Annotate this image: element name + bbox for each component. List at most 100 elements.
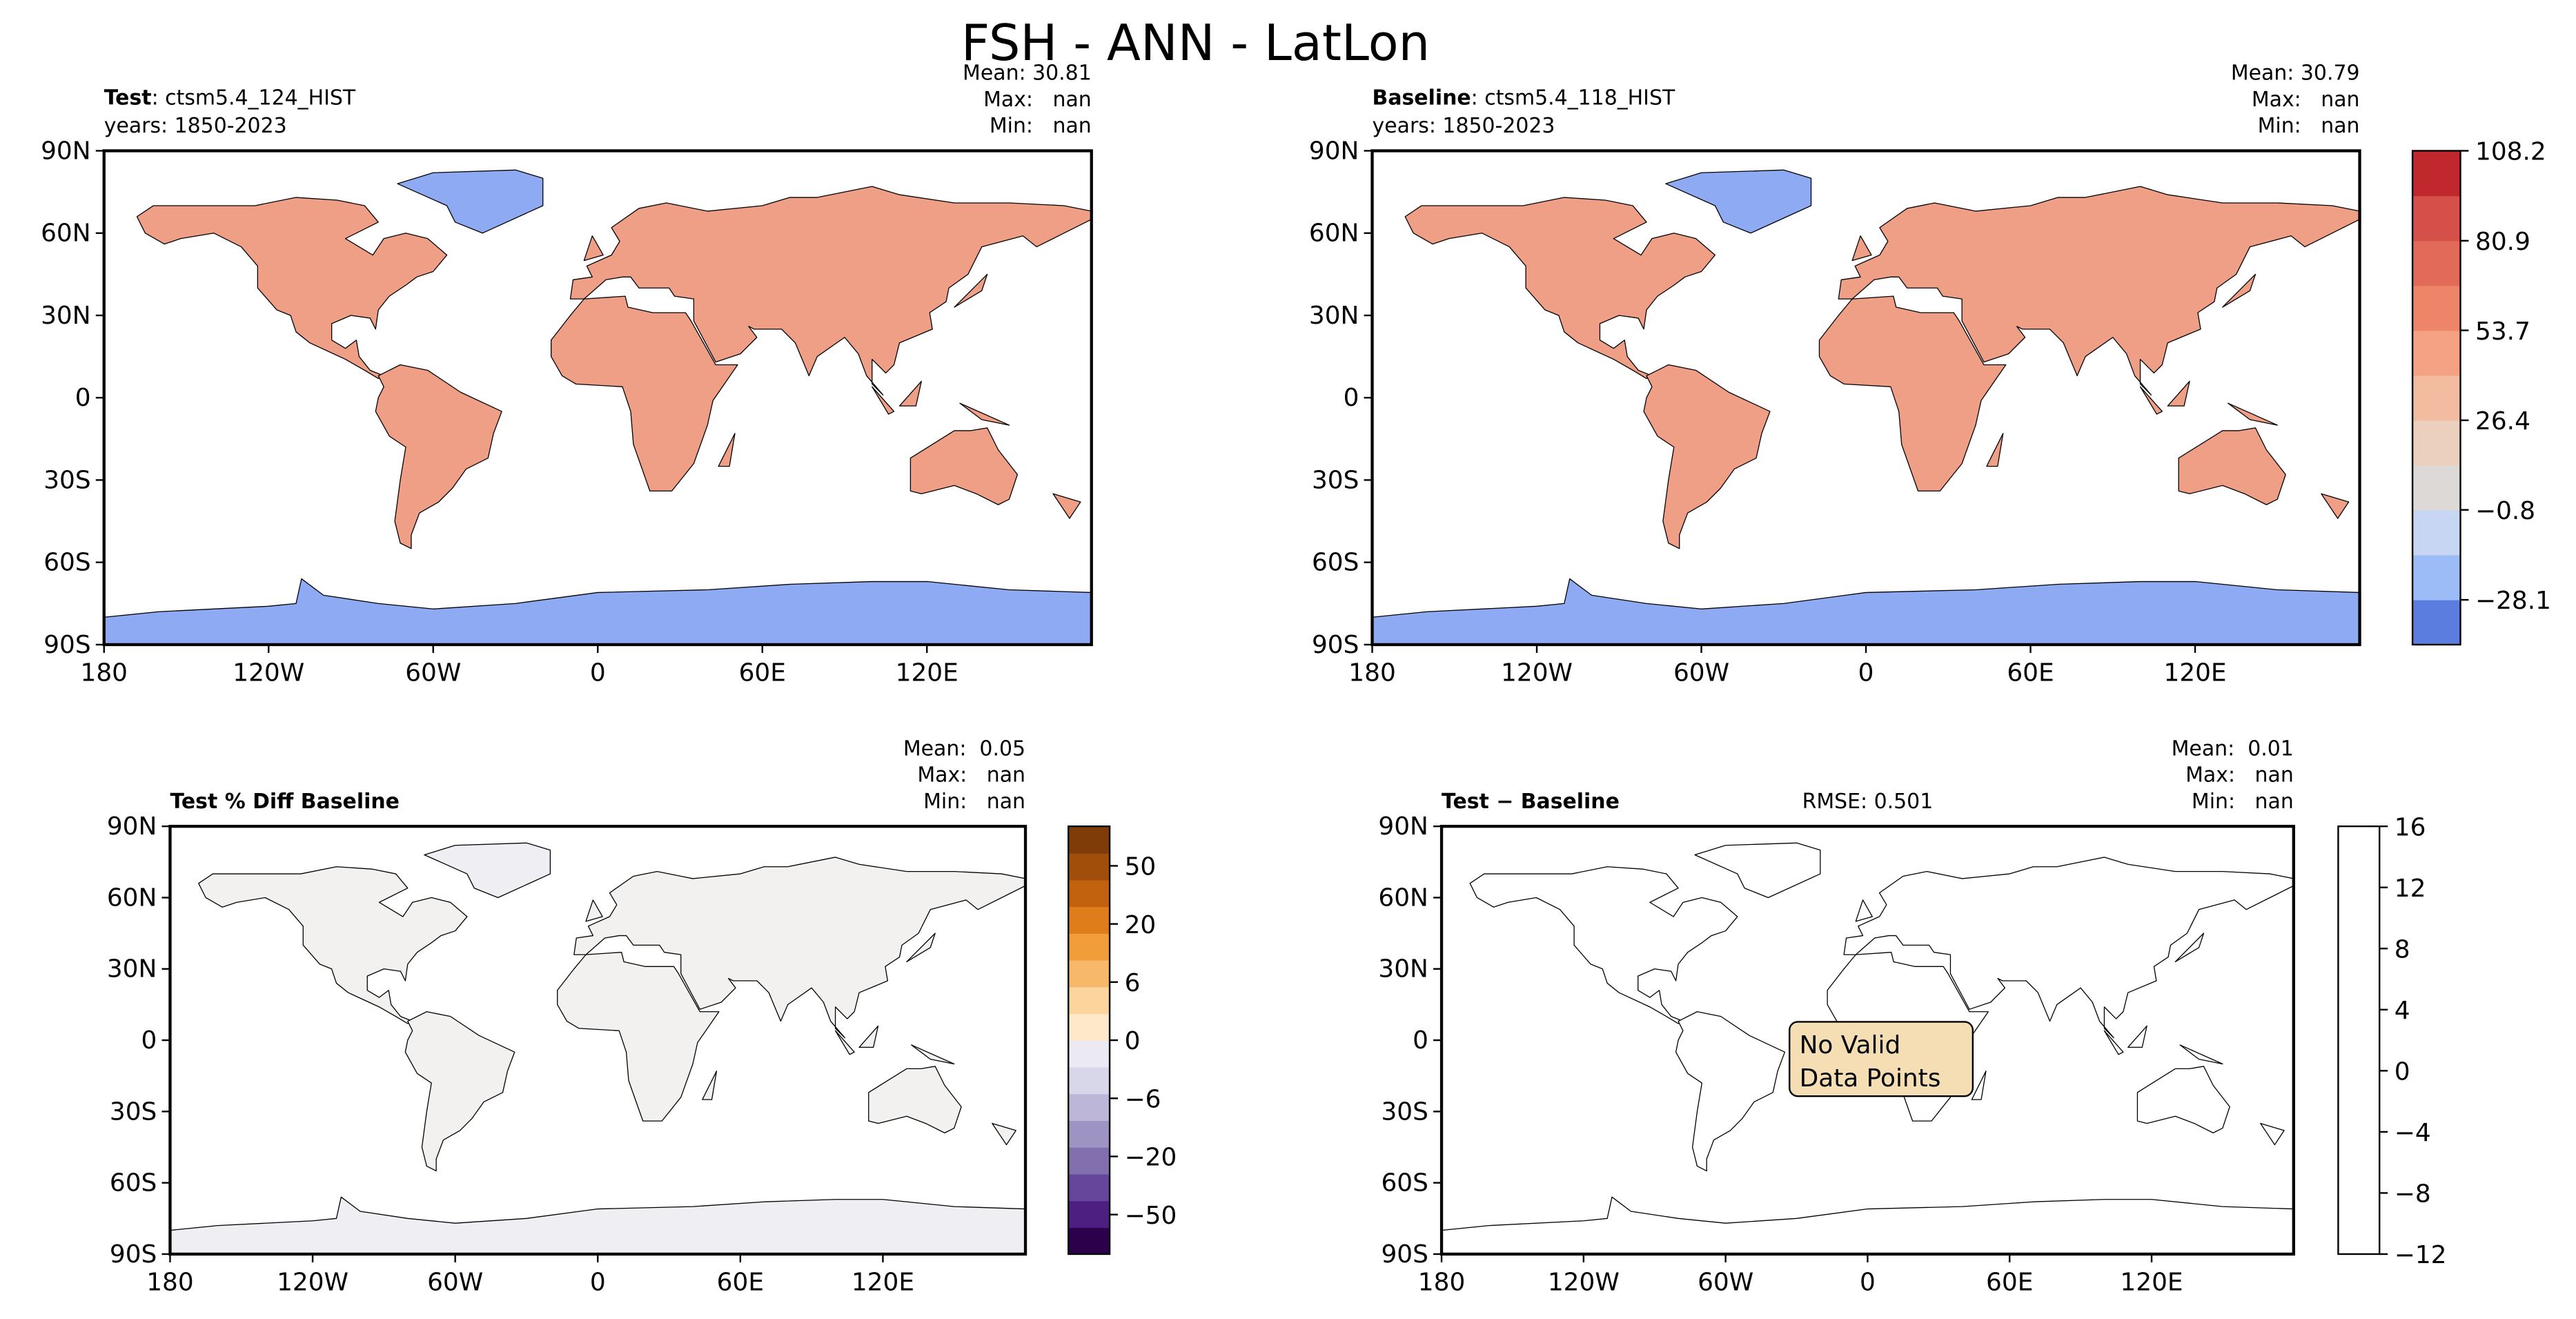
y-tick-label: 60N <box>41 219 91 248</box>
x-tick-label: 120E <box>852 1269 914 1297</box>
colorbar-tick-label: 80.9 <box>2475 228 2530 256</box>
x-tick-label: 120E <box>896 659 958 687</box>
x-tick-label: 0 <box>590 659 606 687</box>
colorbar-tick-label: 0 <box>1125 1027 1141 1055</box>
panel-title-bold: Test % Diff Baseline <box>170 790 399 814</box>
colorbar-band <box>2412 195 2461 242</box>
colorbar-tick-label: −6 <box>1125 1085 1161 1113</box>
x-tick-label: 120E <box>2163 659 2226 687</box>
y-tick-label: 0 <box>141 1026 157 1055</box>
y-tick-label: 30N <box>1309 302 1359 330</box>
colorbar-tick-label: 50 <box>1125 853 1157 881</box>
x-tick-label: 0 <box>590 1269 606 1297</box>
x-tick-label: 180 <box>1418 1269 1465 1297</box>
colorbar-band <box>1068 1173 1110 1202</box>
y-tick-label: 90S <box>1381 1240 1428 1269</box>
panel-title: Test: ctsm5.4_124_HIST <box>104 86 356 110</box>
colorbar-band <box>2412 285 2461 331</box>
colorbar-tick-label: 4 <box>2395 997 2410 1025</box>
colorbar-band <box>2412 420 2461 466</box>
x-tick-label: 60E <box>739 659 786 687</box>
x-tick-label: 60W <box>405 659 461 687</box>
colorbar-tick-label: 12 <box>2395 875 2426 903</box>
y-tick-label: 90N <box>41 137 91 165</box>
panel-title-case: : ctsm5.4_118_HIST <box>1471 86 1675 110</box>
x-tick-label: 120W <box>233 659 304 687</box>
panel-stat: Mean: 0.01 <box>2172 736 2294 761</box>
colorbar-tick-label: 53.7 <box>2475 317 2530 346</box>
colorbar-band <box>1068 1147 1110 1175</box>
colorbar-band <box>1068 1013 1110 1041</box>
panel-stat: Min: nan <box>923 790 1025 814</box>
y-tick-label: 60N <box>107 883 157 912</box>
panel-stat: Min: nan <box>990 114 1092 138</box>
x-tick-label: 60W <box>427 1269 483 1297</box>
panel-stat: Max: nan <box>2252 88 2360 112</box>
y-tick-label: 30N <box>1378 955 1428 984</box>
y-tick-label: 30N <box>41 302 91 330</box>
y-tick-label: 90N <box>107 812 157 841</box>
colorbar-band <box>2412 330 2461 376</box>
colorbar-band <box>2412 240 2461 286</box>
colorbar-tick-label: −8 <box>2395 1180 2431 1209</box>
y-tick-label: 60S <box>110 1169 157 1198</box>
annotation-text: Data Points <box>1800 1064 1941 1093</box>
colorbar-band <box>1068 986 1110 1015</box>
y-tick-label: 30S <box>110 1097 157 1126</box>
colorbar-band <box>1068 826 1110 854</box>
y-tick-label: 30S <box>1381 1097 1428 1126</box>
annotation-box <box>1789 1021 1974 1097</box>
panel-title: Baseline: ctsm5.4_118_HIST <box>1373 86 1675 110</box>
panel-stat: Mean: 30.81 <box>963 61 1092 86</box>
y-tick-label: 0 <box>75 384 91 412</box>
colorbar-band <box>2412 465 2461 511</box>
panel-stat: Min: nan <box>2192 790 2294 814</box>
x-tick-label: 120W <box>1501 659 1573 687</box>
colorbar-tick-label: 8 <box>2395 935 2410 964</box>
colorbar-tick-label: −0.8 <box>2475 497 2535 525</box>
panel-stat: Max: nan <box>917 763 1025 788</box>
x-tick-label: 120W <box>277 1269 348 1297</box>
x-tick-label: 60E <box>717 1269 764 1297</box>
x-tick-label: 0 <box>1860 1269 1876 1297</box>
y-tick-label: 90N <box>1309 137 1359 165</box>
figure-title: FSH - ANN - LatLon <box>961 14 1430 72</box>
x-tick-label: 180 <box>81 659 128 687</box>
colorbar-band <box>1068 1227 1110 1255</box>
colorbar-band <box>1068 906 1110 934</box>
panel-title-bold: Test <box>104 86 152 110</box>
panel-title-case: : ctsm5.4_124_HIST <box>152 86 356 110</box>
colorbar-band <box>2412 150 2461 197</box>
y-tick-label: 60S <box>1381 1169 1428 1198</box>
colorbar-band <box>2338 826 2380 1255</box>
colorbar-tick-label: 6 <box>1125 969 1141 997</box>
panel-years: years: 1850-2023 <box>104 114 287 138</box>
y-tick-label: 60N <box>1378 883 1428 912</box>
x-tick-label: 180 <box>146 1269 193 1297</box>
panel-title-bold: Test − Baseline <box>1442 790 1620 814</box>
panel-rmse: RMSE: 0.501 <box>1802 790 1934 814</box>
colorbar-band <box>1068 879 1110 908</box>
y-tick-label: 90S <box>43 631 90 659</box>
annotation-text: No Valid <box>1800 1031 1901 1059</box>
x-tick-label: 60E <box>2007 659 2054 687</box>
y-tick-label: 90N <box>1378 812 1428 841</box>
y-tick-label: 60S <box>43 549 90 577</box>
panel-years: years: 1850-2023 <box>1373 114 1555 138</box>
colorbar-band <box>1068 1200 1110 1228</box>
colorbar-band <box>2412 554 2461 600</box>
colorbar-frame <box>2411 150 2461 646</box>
x-tick-label: 60W <box>1673 659 1729 687</box>
y-tick-label: 30S <box>1312 466 1359 494</box>
colorbar-tick-label: 108.2 <box>2475 138 2546 166</box>
colorbar-band <box>2412 375 2461 421</box>
panel-title-bold: Baseline <box>1373 86 1471 110</box>
colorbar-tick-label: −4 <box>2395 1119 2431 1147</box>
y-tick-label: 60S <box>1312 549 1359 577</box>
colorbar-band <box>2412 509 2461 556</box>
colorbar-tick-label: 0 <box>2395 1058 2410 1086</box>
colorbar-tick-label: −12 <box>2395 1241 2447 1269</box>
colorbar-band <box>1068 959 1110 988</box>
